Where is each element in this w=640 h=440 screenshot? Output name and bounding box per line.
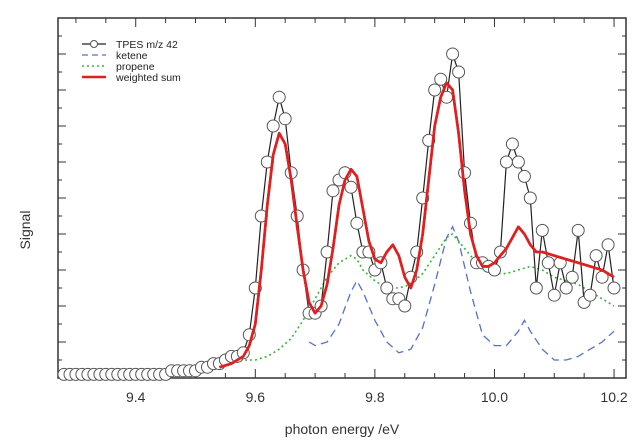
tpes-data-point — [452, 65, 466, 79]
tpes-data-point — [559, 281, 573, 295]
x-tick-label: 10.2 — [600, 389, 627, 405]
tpes-data-point — [266, 119, 280, 133]
tpes-data-point — [607, 281, 621, 295]
tpes-data-point — [505, 137, 519, 151]
x-axis-title: photon energy /eV — [285, 421, 400, 437]
axis-ticks — [58, 17, 626, 379]
x-tick-labels: 9.4 9.6 9.8 10.0 10.2 — [126, 389, 628, 405]
weighted-sum-line — [219, 81, 615, 369]
tpes-data-point — [428, 83, 442, 97]
tpes-data-point — [278, 112, 292, 126]
x-tick-label: 10.0 — [481, 389, 508, 405]
x-tick-label: 9.4 — [126, 389, 146, 405]
x-tick-label: 9.8 — [365, 389, 385, 405]
tpes-data-point — [458, 166, 472, 180]
tpes-data-point — [529, 281, 543, 295]
y-axis-title: Signal — [17, 211, 33, 250]
legend-label: ketene — [116, 50, 148, 62]
tpes-data-point — [398, 299, 412, 313]
legend-label: TPES m/z 42 — [116, 39, 178, 51]
tpes-data-point — [565, 270, 579, 284]
plot-series — [57, 47, 621, 381]
x-tick-label: 9.6 — [246, 389, 266, 405]
tpes-data-point — [547, 288, 561, 302]
tpes-data-point — [511, 155, 525, 169]
series-line-2 — [225, 232, 615, 365]
tpes-data-point — [589, 249, 603, 263]
tpes-data-point — [272, 90, 286, 104]
tpes-data-point — [446, 47, 460, 61]
tpes-data-point — [583, 288, 597, 302]
tpes-data-point — [493, 245, 507, 259]
tpes-data-point — [541, 256, 555, 270]
series-line-1 — [308, 225, 615, 361]
tpes-data-point — [350, 216, 364, 230]
tpes-data-point — [499, 155, 513, 169]
tpes-data-point — [601, 238, 615, 252]
legend-marker — [90, 40, 98, 48]
tpes-data-point — [344, 180, 358, 194]
tpes-data-point — [571, 223, 585, 237]
tpes-data-point — [326, 184, 340, 198]
tpes-data-point — [523, 191, 537, 205]
legend-label: weighted sum — [115, 72, 181, 84]
tpes-data-point — [517, 169, 531, 183]
tpes-data-point — [535, 223, 549, 237]
legend-label: propene — [116, 61, 155, 73]
tpes-data-point — [434, 72, 448, 86]
tpes-data-point — [380, 281, 394, 295]
